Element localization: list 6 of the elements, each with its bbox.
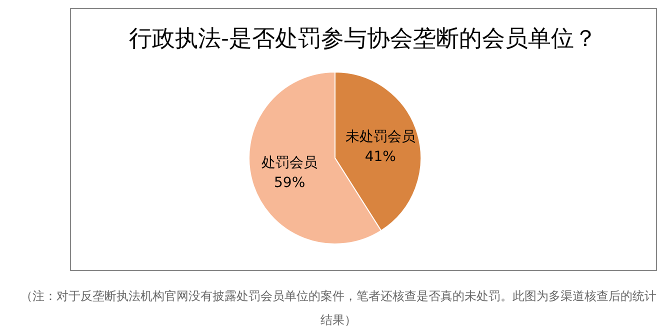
data-label: 41%: [364, 148, 396, 165]
slice-label: 未处罚会员: [345, 128, 416, 145]
chart-title: 行政执法-是否处罚参与协会垄断的会员单位？: [129, 26, 597, 52]
slice-label: 处罚会员: [262, 155, 318, 172]
data-label: 59%: [274, 175, 306, 192]
text: （注：对于反垄断执法机构官网没有披露处罚会员单位的案件，笔者还核查是否真的未处罚。此图为多渠道核查后的统计结果）: [20, 288, 657, 329]
